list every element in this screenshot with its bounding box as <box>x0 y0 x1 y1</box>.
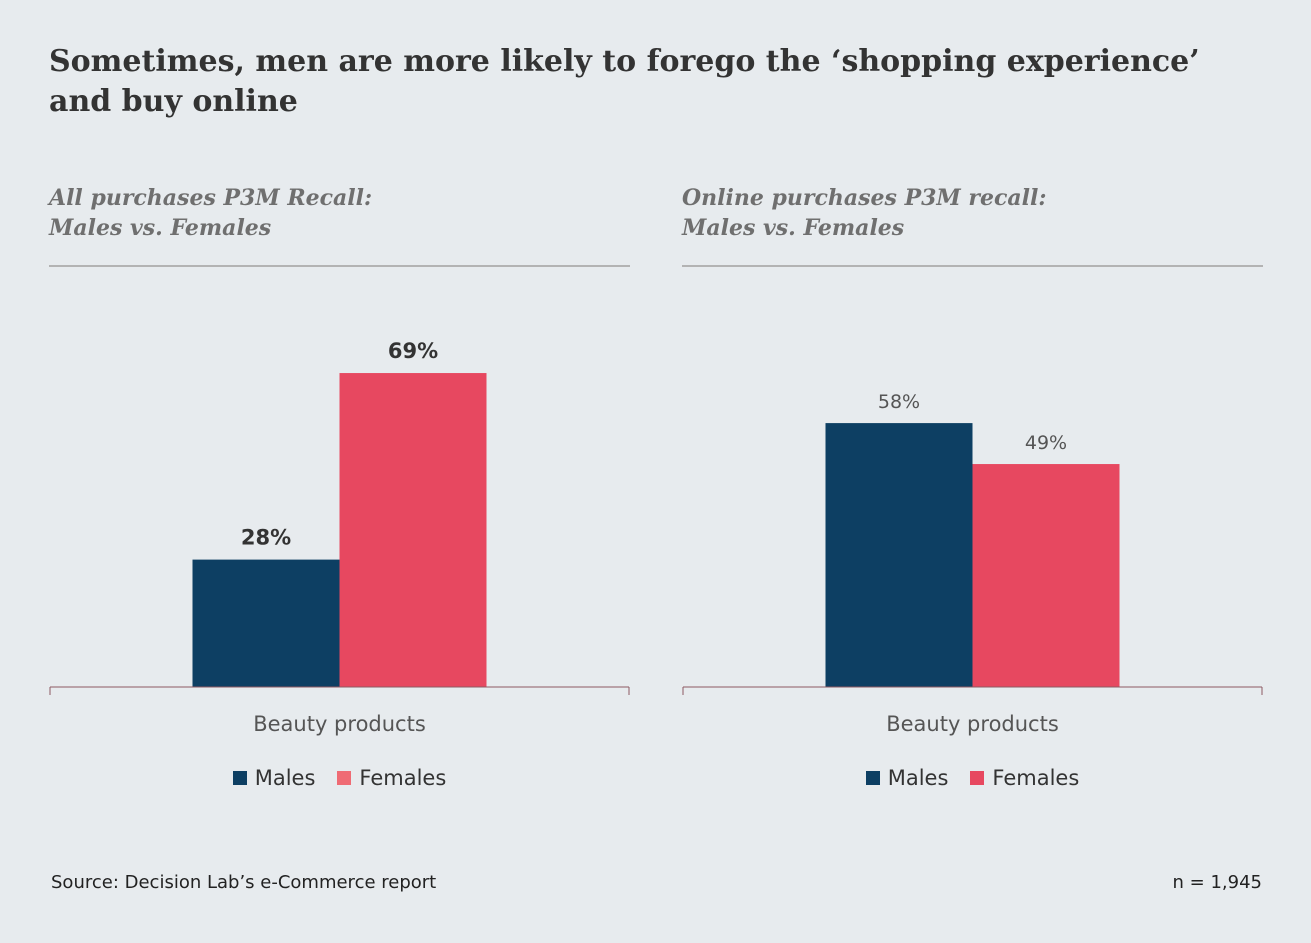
subtitle-divider <box>682 265 1263 267</box>
chart-subtitle-line: Online purchases P3M recall: <box>682 185 1047 211</box>
bar-chart-all-purchases: 28% 69% Beauty products <box>49 339 630 736</box>
data-label-females: 49% <box>1025 432 1067 454</box>
legend-swatch-females <box>970 771 985 785</box>
x-tick-label: Beauty products <box>886 712 1059 736</box>
legend-item-males: Males <box>232 766 316 790</box>
bar-chart-online-purchases: 58% 49% Beauty products <box>682 391 1263 736</box>
legend-label: Females <box>359 766 447 790</box>
bar-males <box>192 559 340 687</box>
legend-label: Females <box>992 766 1080 790</box>
data-label-females: 69% <box>388 339 438 363</box>
chart-subtitle-line: All purchases P3M Recall: <box>49 185 373 211</box>
bar-females <box>972 464 1120 687</box>
chart-subtitle-line: Males vs. Females <box>49 215 272 241</box>
page-title: Sometimes, men are more likely to forego… <box>49 44 1200 119</box>
sample-size: n = 1,945 <box>1172 872 1262 893</box>
chart-subtitle: All purchases P3M Recall: Males vs. Fema… <box>49 183 630 243</box>
chart-subtitle: Online purchases P3M recall: Males vs. F… <box>682 183 1263 243</box>
legend: Males Females <box>49 766 630 790</box>
legend-item-males: Males <box>865 766 949 790</box>
legend-item-females: Females <box>337 766 446 790</box>
bar-females <box>339 373 487 687</box>
legend-label: Males <box>254 766 316 790</box>
legend-swatch-females <box>337 771 352 785</box>
legend-swatch-males <box>232 771 247 785</box>
chart-subtitle-line: Males vs. Females <box>682 215 905 241</box>
chart-panel-online-purchases: Online purchases P3M recall: Males vs. F… <box>682 183 1263 813</box>
legend-item-females: Females <box>970 766 1079 790</box>
legend-swatch-males <box>865 771 880 785</box>
subtitle-divider <box>49 265 630 267</box>
legend: Males Females <box>682 766 1263 790</box>
source-note: Source: Decision Lab’s e-Commerce report <box>51 872 437 893</box>
chart-panel-all-purchases: All purchases P3M Recall: Males vs. Fema… <box>49 183 630 813</box>
x-tick-label: Beauty products <box>253 712 426 736</box>
data-label-males: 28% <box>241 526 291 550</box>
data-label-males: 58% <box>878 391 920 413</box>
bar-males <box>825 423 973 687</box>
legend-label: Males <box>887 766 949 790</box>
